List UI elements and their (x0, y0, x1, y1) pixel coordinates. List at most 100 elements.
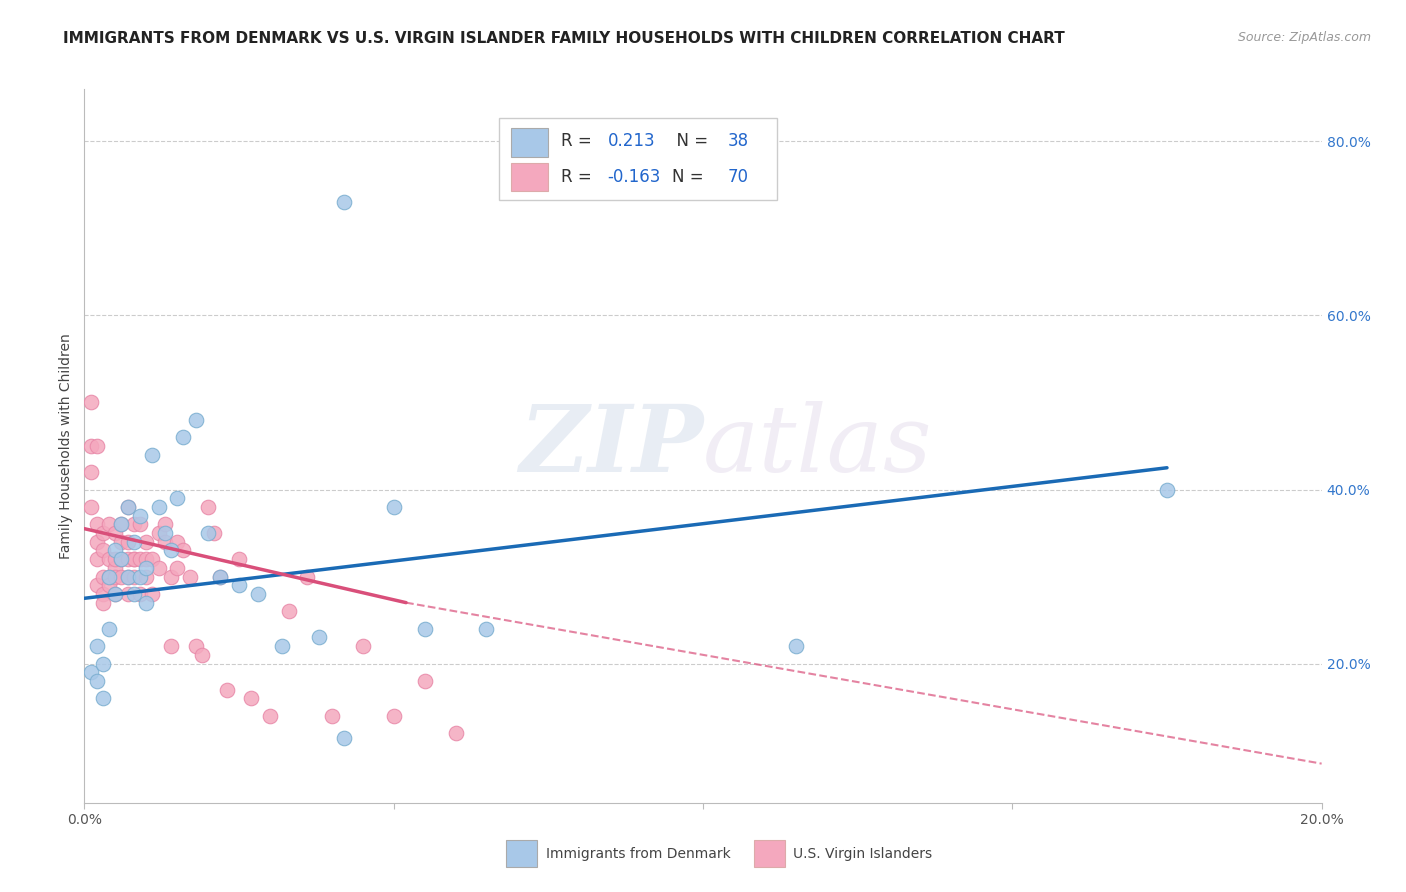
Point (215, 682, 238, 697)
Point (79, 439, 101, 453)
Point (79, 395, 101, 409)
Point (110, 534, 132, 549)
Point (91, 596, 114, 610)
Text: 70: 70 (728, 168, 749, 186)
Point (172, 430, 194, 444)
Point (79, 465, 101, 479)
Point (160, 569, 183, 583)
Y-axis label: Family Households with Children: Family Households with Children (59, 333, 73, 559)
Point (333, 195, 356, 210)
Point (333, 731, 356, 745)
Text: 0.213: 0.213 (607, 132, 655, 150)
Point (110, 569, 132, 583)
Point (135, 561, 157, 575)
Point (91, 691, 114, 706)
Point (129, 587, 152, 601)
Point (122, 552, 145, 566)
Point (117, 569, 139, 583)
Point (271, 639, 294, 653)
Point (259, 708, 281, 723)
Point (246, 587, 269, 601)
Point (135, 596, 157, 610)
Point (148, 500, 170, 514)
Point (240, 691, 263, 706)
Point (98, 622, 121, 636)
Point (86, 534, 108, 549)
Text: Source: ZipAtlas.com: Source: ZipAtlas.com (1237, 31, 1371, 45)
Point (413, 622, 436, 636)
Point (104, 569, 127, 583)
Point (179, 569, 201, 583)
Point (153, 534, 176, 549)
Point (308, 631, 330, 645)
Point (135, 569, 157, 583)
Point (98, 552, 121, 566)
Text: Immigrants from Denmark: Immigrants from Denmark (546, 847, 730, 861)
Text: R =: R = (561, 132, 596, 150)
Point (122, 534, 145, 549)
Point (117, 500, 139, 514)
Point (98, 569, 121, 583)
Point (91, 569, 114, 583)
Point (79, 665, 101, 680)
FancyBboxPatch shape (512, 128, 548, 157)
Point (228, 552, 250, 566)
Point (79, 500, 101, 514)
Point (184, 413, 207, 427)
Point (475, 622, 498, 636)
Point (785, 639, 807, 653)
Point (153, 517, 176, 532)
Point (91, 543, 114, 558)
Point (321, 708, 343, 723)
Point (110, 552, 132, 566)
Point (141, 587, 163, 601)
Point (122, 587, 145, 601)
Point (104, 543, 127, 558)
Point (184, 639, 207, 653)
Point (141, 552, 163, 566)
Point (160, 543, 183, 558)
Point (135, 534, 157, 549)
Point (98, 569, 121, 583)
Text: R =: R = (561, 168, 596, 186)
Point (122, 552, 145, 566)
Point (86, 578, 108, 592)
Point (191, 648, 214, 662)
Point (413, 673, 436, 688)
Point (86, 673, 108, 688)
Point (153, 526, 176, 541)
Point (98, 517, 121, 532)
FancyBboxPatch shape (512, 162, 548, 191)
Point (117, 587, 139, 601)
Point (122, 517, 145, 532)
FancyBboxPatch shape (499, 118, 778, 200)
Point (104, 552, 127, 566)
Point (129, 569, 152, 583)
Point (117, 534, 139, 549)
Point (129, 508, 152, 523)
Point (104, 561, 127, 575)
Point (209, 569, 232, 583)
Point (166, 491, 188, 506)
Point (86, 552, 108, 566)
Point (91, 587, 114, 601)
Point (98, 578, 121, 592)
Point (295, 569, 318, 583)
Point (352, 639, 374, 653)
Point (160, 639, 183, 653)
Point (122, 569, 145, 583)
Point (166, 561, 188, 575)
Point (91, 657, 114, 671)
Point (209, 569, 232, 583)
Point (202, 526, 225, 541)
Text: N =: N = (672, 168, 709, 186)
Point (104, 587, 127, 601)
Point (172, 543, 194, 558)
Point (110, 517, 132, 532)
Point (86, 439, 108, 453)
Point (197, 526, 219, 541)
Point (91, 526, 114, 541)
Point (86, 639, 108, 653)
Point (117, 552, 139, 566)
Point (141, 448, 163, 462)
